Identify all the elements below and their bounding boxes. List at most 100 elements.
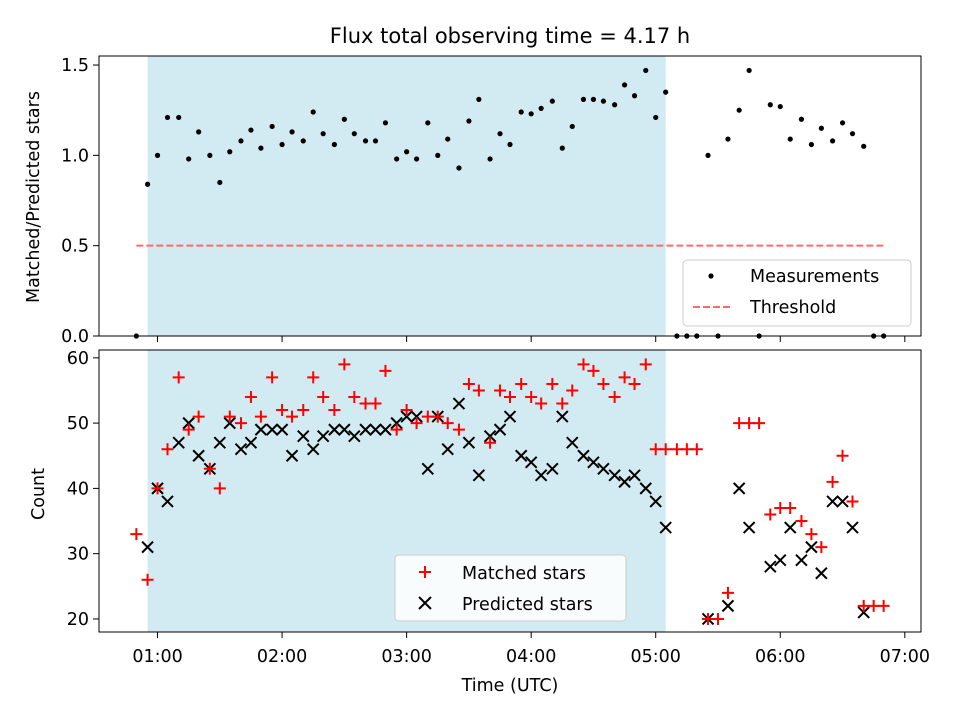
matched-star-point <box>784 501 797 514</box>
measurement-point <box>549 98 555 104</box>
measurement-point <box>404 149 410 155</box>
measurement-point <box>372 138 379 144</box>
predicted-star-point <box>141 540 154 554</box>
predicted-star-point <box>234 443 248 456</box>
predicted-star-point <box>764 560 777 573</box>
x-tick-label: 04:00 <box>506 647 556 667</box>
top-legend: Measurements Threshold <box>682 259 912 327</box>
predicted-star-point <box>597 462 610 476</box>
bottom-legend-frame <box>394 554 627 622</box>
matched-star-point <box>628 377 641 390</box>
matched-star-point <box>452 423 465 436</box>
matched-star-point <box>338 358 351 371</box>
top-y-ticks: 0.0 0.5 1.0 1.5 <box>61 56 99 347</box>
x-axis-label: Time (UTC) <box>461 676 559 696</box>
measurement-point <box>279 141 285 148</box>
measurement-point <box>456 165 462 171</box>
matched-star-point <box>182 423 195 436</box>
measurement-point <box>590 96 597 102</box>
predicted-star-point <box>493 423 507 436</box>
matched-star-point <box>795 515 808 528</box>
measurement-point <box>154 152 161 158</box>
predicted-star-point <box>265 423 279 436</box>
matched-star-point <box>151 482 164 495</box>
predicted-star-point <box>503 410 517 423</box>
predicted-star-point <box>390 416 403 430</box>
legend-matched-marker <box>419 566 431 578</box>
measurement-point <box>269 123 275 130</box>
matched-star-point <box>286 410 299 423</box>
top-panel: 0.0 0.5 1.0 1.5 Flux total observing time =… <box>24 24 922 347</box>
predicted-star-point <box>213 436 227 449</box>
predicted-star-point <box>826 495 839 508</box>
measurement-point <box>725 136 731 142</box>
predicted-star-point <box>348 429 361 443</box>
matched-star-point <box>566 384 579 397</box>
matched-star-point <box>317 391 330 403</box>
matched-star-point <box>266 371 279 384</box>
matched-star-point <box>369 397 382 410</box>
matched-star-point <box>244 391 257 403</box>
matched-star-point <box>805 528 818 541</box>
matched-star-point <box>504 391 516 403</box>
predicted-star-point <box>659 521 672 534</box>
predicted-star-point <box>452 397 466 410</box>
measurement-point <box>466 118 472 124</box>
measurement-point <box>487 156 493 162</box>
predicted-star-point <box>795 553 808 567</box>
predicted-star-point <box>784 521 797 534</box>
matched-star-point <box>254 410 267 423</box>
x-tick-label: 06:00 <box>755 647 805 667</box>
matched-star-point <box>659 443 672 456</box>
predicted-star-point <box>566 436 579 449</box>
measurement-point <box>497 131 503 137</box>
matched-star-point <box>141 573 154 586</box>
matched-star-point <box>525 391 538 403</box>
measurement-point <box>538 105 544 111</box>
measurement-point <box>320 131 326 137</box>
x-tick-label: 03:00 <box>381 647 431 667</box>
x-tick-label: 02:00 <box>257 647 307 667</box>
predicted-star-point <box>297 429 310 443</box>
predicted-star-point <box>369 423 382 436</box>
matched-star-point <box>587 364 600 377</box>
matched-star-point <box>203 462 216 475</box>
bottom-x-ticks: 01:00 02:00 03:00 04:00 05:00 06:00 07:00 <box>132 632 930 667</box>
matched-star-point <box>815 541 828 554</box>
measurement-point <box>331 141 337 148</box>
matched-star-point <box>297 404 310 417</box>
predicted-star-point <box>275 423 289 436</box>
measurement-point <box>798 116 805 122</box>
measurement-point <box>612 102 618 108</box>
matched-star-point <box>639 358 652 371</box>
top-legend-frame <box>682 259 912 327</box>
measurement-point <box>238 138 244 144</box>
matched-star-point <box>608 391 621 403</box>
measurement-point <box>476 96 482 102</box>
measurement-point <box>310 109 316 115</box>
predicted-star-point <box>244 436 258 449</box>
measurement-point <box>663 89 669 95</box>
chart-title: Flux total observing time = 4.17 h <box>330 24 690 48</box>
predicted-star-point <box>774 553 787 567</box>
predicted-star-point <box>421 462 435 476</box>
predicted-star-point <box>172 436 185 449</box>
predicted-star-point <box>316 429 330 443</box>
predicted-star-point <box>577 449 590 462</box>
matched-star-point <box>484 436 497 449</box>
matched-star-point <box>690 443 703 456</box>
x-tick-label: 01:00 <box>132 647 182 667</box>
predicted-star-point <box>587 456 600 469</box>
matched-star-point <box>223 410 236 423</box>
matched-star-point <box>535 397 548 410</box>
predicted-star-point <box>836 495 849 508</box>
measurement-point <box>164 114 171 121</box>
measurement-point <box>849 131 856 137</box>
matched-star-point <box>472 384 485 397</box>
matched-star-point <box>192 410 205 423</box>
y-tick-label: 0.0 <box>61 327 89 347</box>
predicted-star-point <box>649 495 662 508</box>
measurement-point <box>435 152 441 158</box>
matched-star-point <box>515 377 528 390</box>
